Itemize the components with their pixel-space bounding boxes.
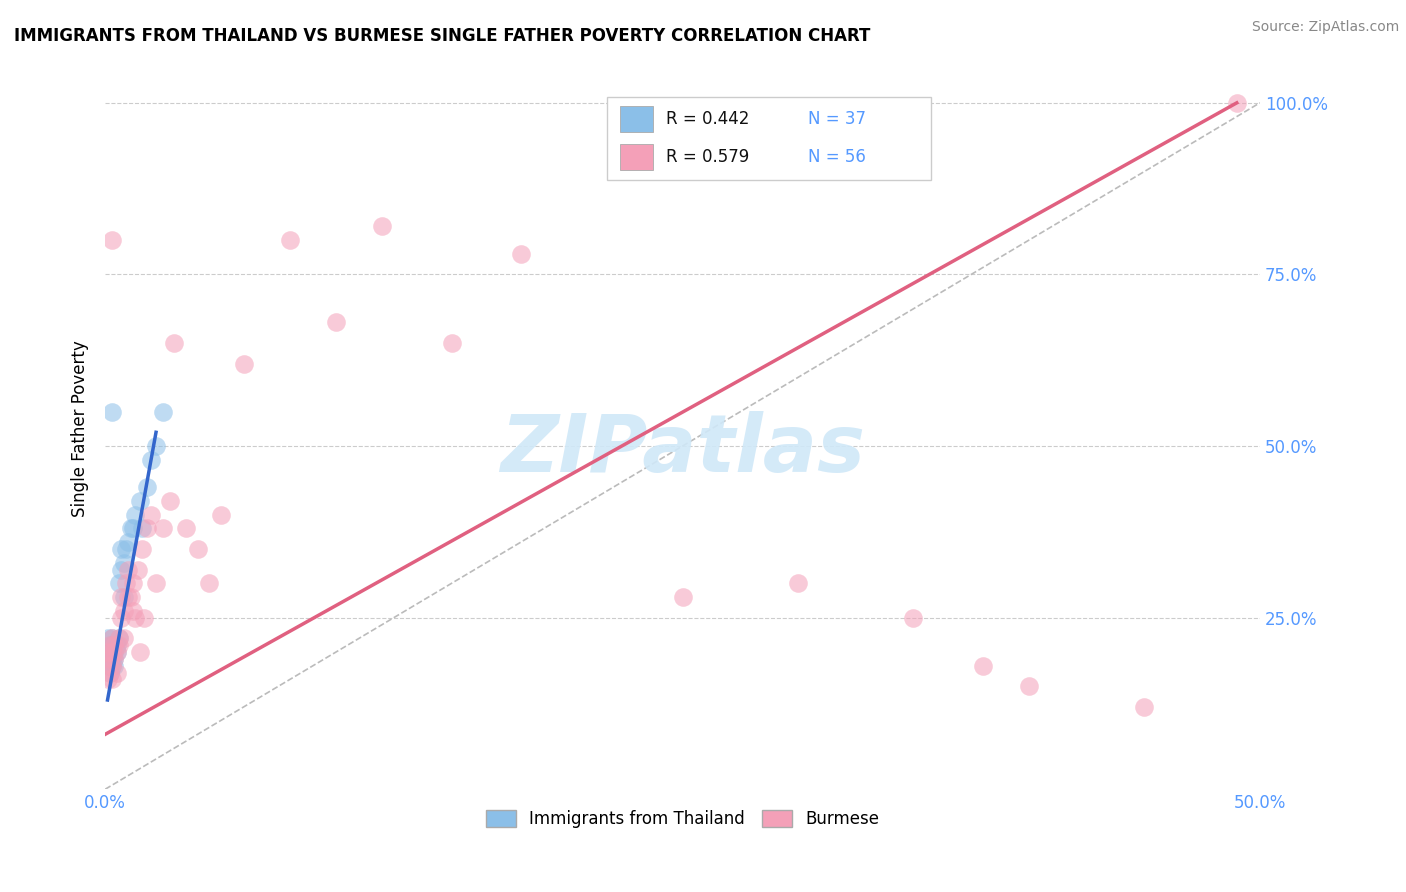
Text: Source: ZipAtlas.com: Source: ZipAtlas.com	[1251, 20, 1399, 34]
Point	[117, 535, 139, 549]
Point	[198, 576, 221, 591]
Point	[124, 610, 146, 624]
Point	[101, 658, 124, 673]
Point	[103, 638, 125, 652]
Point	[105, 645, 128, 659]
Point	[112, 631, 135, 645]
Point	[112, 590, 135, 604]
Point	[101, 652, 124, 666]
Point	[135, 521, 157, 535]
Point	[96, 645, 118, 659]
Point	[117, 563, 139, 577]
Text: ZIPatlas: ZIPatlas	[501, 411, 865, 490]
Point	[187, 541, 209, 556]
Point	[101, 405, 124, 419]
Point	[110, 590, 132, 604]
Point	[101, 631, 124, 645]
Point	[972, 658, 994, 673]
Point	[135, 480, 157, 494]
Point	[103, 645, 125, 659]
Point	[96, 673, 118, 687]
Point	[96, 645, 118, 659]
Point	[122, 576, 145, 591]
Point	[105, 665, 128, 680]
Point	[131, 541, 153, 556]
Point	[128, 494, 150, 508]
Point	[96, 658, 118, 673]
Point	[103, 645, 125, 659]
Point	[117, 590, 139, 604]
Point	[101, 638, 124, 652]
Point	[145, 576, 167, 591]
Point	[278, 233, 301, 247]
Point	[96, 652, 118, 666]
Point	[103, 652, 125, 666]
Point	[108, 638, 131, 652]
Point	[110, 541, 132, 556]
Point	[232, 357, 254, 371]
Point	[159, 494, 181, 508]
Point	[134, 610, 156, 624]
Point	[108, 631, 131, 645]
Point	[174, 521, 197, 535]
Point	[98, 665, 121, 680]
Point	[112, 604, 135, 618]
Point	[115, 576, 138, 591]
Point	[1018, 679, 1040, 693]
Point	[124, 508, 146, 522]
Point	[101, 233, 124, 247]
Point	[145, 439, 167, 453]
Point	[127, 563, 149, 577]
Point	[98, 638, 121, 652]
Point	[787, 576, 810, 591]
Point	[112, 556, 135, 570]
Point	[152, 405, 174, 419]
Point	[325, 316, 347, 330]
Point	[122, 604, 145, 618]
Point	[120, 590, 142, 604]
Point	[98, 652, 121, 666]
Legend: Immigrants from Thailand, Burmese: Immigrants from Thailand, Burmese	[479, 804, 886, 835]
Point	[141, 452, 163, 467]
Point	[105, 638, 128, 652]
Point	[1226, 95, 1249, 110]
Point	[101, 631, 124, 645]
Point	[371, 219, 394, 234]
Point	[108, 576, 131, 591]
Point	[96, 631, 118, 645]
Point	[209, 508, 232, 522]
Point	[108, 631, 131, 645]
Point	[671, 590, 693, 604]
Point	[141, 508, 163, 522]
Point	[103, 658, 125, 673]
Point	[101, 658, 124, 673]
Point	[509, 247, 531, 261]
Point	[120, 521, 142, 535]
Point	[110, 610, 132, 624]
Point	[110, 563, 132, 577]
Point	[98, 638, 121, 652]
Point	[128, 645, 150, 659]
Point	[101, 645, 124, 659]
Point	[440, 336, 463, 351]
Point	[98, 665, 121, 680]
Point	[103, 652, 125, 666]
Point	[131, 521, 153, 535]
Point	[115, 541, 138, 556]
Point	[98, 645, 121, 659]
Point	[98, 652, 121, 666]
Point	[122, 521, 145, 535]
Point	[903, 610, 925, 624]
Point	[163, 336, 186, 351]
Point	[152, 521, 174, 535]
Text: IMMIGRANTS FROM THAILAND VS BURMESE SINGLE FATHER POVERTY CORRELATION CHART: IMMIGRANTS FROM THAILAND VS BURMESE SING…	[14, 27, 870, 45]
Y-axis label: Single Father Poverty: Single Father Poverty	[72, 341, 89, 517]
Point	[96, 658, 118, 673]
Point	[98, 658, 121, 673]
Point	[101, 645, 124, 659]
Point	[101, 673, 124, 687]
Point	[1133, 699, 1156, 714]
Point	[105, 645, 128, 659]
